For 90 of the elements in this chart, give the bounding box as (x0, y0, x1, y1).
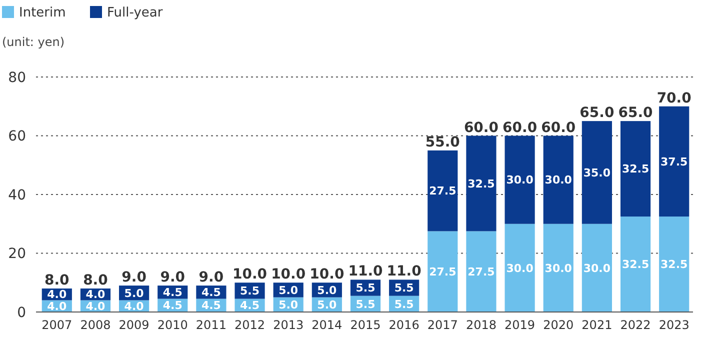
data-label: 30.0 (506, 262, 534, 275)
total-label: 10.0 (271, 266, 306, 283)
bar (504, 136, 535, 224)
total-label: 10.0 (310, 266, 344, 283)
data-label: 5.0 (124, 286, 144, 300)
total-label: 55.0 (425, 134, 460, 150)
data-label: 27.5 (429, 265, 456, 278)
x-tick-label: 2010 (157, 318, 188, 332)
x-tick-label: 2016 (388, 318, 420, 332)
y-tick-label: 40 (8, 187, 26, 204)
x-tick-label: 2021 (582, 318, 612, 332)
x-tick-label: 2007 (42, 318, 72, 332)
data-label: 5.5 (394, 282, 414, 295)
total-label: 9.0 (198, 270, 224, 286)
x-tick-label: 2011 (196, 318, 226, 332)
x-tick-label: 2017 (427, 318, 458, 332)
x-tick-label: 2023 (658, 318, 690, 332)
x-tick-label: 2015 (350, 318, 381, 332)
data-label: 4.0 (124, 300, 144, 313)
data-label: 4.5 (162, 286, 182, 300)
data-label: 5.5 (240, 284, 260, 298)
bar (466, 231, 496, 312)
data-label: 5.5 (356, 298, 376, 311)
data-label: 5.0 (278, 284, 298, 297)
data-label: 4.0 (86, 300, 106, 313)
total-label: 65.0 (580, 105, 614, 122)
data-label: 30.0 (506, 174, 534, 187)
data-label: 37.5 (660, 155, 688, 168)
bar (582, 121, 612, 224)
bar (466, 136, 496, 232)
bar (428, 231, 458, 312)
bar (504, 224, 535, 312)
bar (620, 216, 651, 312)
bar (428, 150, 458, 232)
data-label: 4.5 (201, 299, 221, 312)
legend-label: Full-year (107, 6, 164, 20)
bar (659, 216, 690, 312)
total-label: 9.0 (122, 270, 147, 286)
total-label: 10.0 (232, 266, 268, 283)
data-label: 5.5 (394, 298, 414, 311)
text: (unit: yen) (2, 35, 65, 49)
total-label: 8.0 (83, 272, 108, 288)
x-tick-label: 2012 (234, 318, 266, 332)
data-label: 32.5 (660, 258, 688, 272)
total-label: 60.0 (464, 120, 499, 136)
x-tick-label: 2020 (543, 318, 574, 332)
bar (659, 106, 690, 217)
x-tick-label: 2019 (504, 318, 536, 332)
data-label: 32.5 (622, 162, 650, 176)
data-label: 27.5 (429, 184, 456, 198)
y-tick-label: 20 (8, 246, 26, 262)
total-label: 70.0 (656, 90, 692, 106)
data-label: 32.5 (622, 258, 650, 272)
data-label: 4.5 (201, 286, 221, 300)
x-tick-label: 2008 (80, 318, 111, 332)
bar (582, 224, 612, 312)
data-label: 4.0 (86, 288, 106, 302)
total-label: 60.0 (502, 120, 538, 136)
total-label: 9.0 (160, 270, 186, 286)
x-tick-label: 2013 (273, 318, 304, 332)
data-label: 4.5 (162, 299, 182, 312)
x-tick-label: 2009 (118, 318, 150, 332)
data-label: 30.0 (544, 174, 572, 187)
data-label: 27.5 (468, 265, 495, 278)
data-label: 4.0 (47, 300, 67, 313)
total-label: 11.0 (348, 264, 384, 280)
data-label: 35.0 (583, 166, 611, 180)
total-label: 65.0 (618, 105, 654, 122)
data-label: 5.0 (317, 284, 338, 297)
y-tick-label: 0 (17, 304, 26, 321)
x-tick-label: 2022 (620, 318, 651, 332)
data-label: 30.0 (583, 262, 611, 275)
bar (543, 136, 574, 224)
data-label: 32.5 (468, 177, 495, 190)
total-label: 8.0 (44, 272, 70, 288)
total-label: 11.0 (386, 264, 422, 280)
y-tick-label: 60 (8, 128, 26, 145)
data-label: 4.0 (47, 288, 67, 302)
y-tick-label: 80 (8, 70, 26, 86)
data-label: 5.5 (356, 282, 376, 295)
bar (620, 121, 651, 217)
data-label: 30.0 (544, 262, 572, 275)
bar (543, 224, 574, 312)
data-label: 5.0 (317, 298, 338, 312)
data-label: 4.5 (240, 299, 260, 312)
x-tick-label: 2014 (312, 318, 342, 332)
x-tick-label: 2018 (466, 318, 496, 332)
total-label: 60.0 (541, 120, 576, 136)
data-label: 5.0 (278, 298, 298, 312)
legend-label: Interim (19, 6, 66, 20)
